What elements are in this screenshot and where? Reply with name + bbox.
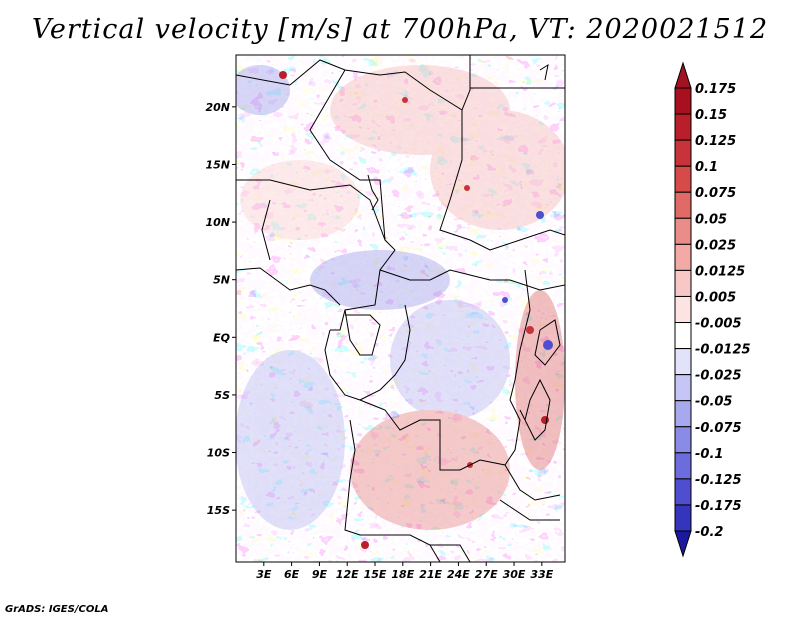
colorbar-upper-extension — [674, 61, 692, 89]
lat-tick-label: 15N — [205, 158, 230, 171]
colorbar-swatch — [674, 478, 692, 506]
lat-tick-label: EQ — [213, 331, 230, 344]
colorbar-lower-extension — [674, 530, 692, 558]
colorbar-label: -0.1 — [695, 447, 723, 462]
colorbar-swatch — [674, 452, 692, 480]
colorbar-label: -0.05 — [695, 395, 732, 410]
lon-tick-label: 3E — [256, 568, 272, 581]
longitude-axis: 3E 6E 9E 12E 15E 18E 21E 24E 27E 30E 33E — [256, 562, 554, 581]
colorbar-swatch — [674, 217, 692, 245]
lon-tick-label: 27E — [475, 568, 498, 581]
colorbar-swatch — [674, 426, 692, 454]
colorbar-swatch — [674, 87, 692, 115]
colorbar-label: 0.075 — [695, 186, 736, 201]
colorbar-label: -0.075 — [695, 421, 742, 436]
lon-tick-label: 9E — [312, 568, 328, 581]
colorbar-swatch — [674, 165, 692, 193]
colorbar-label: -0.025 — [695, 369, 742, 384]
colorbar-swatch — [674, 504, 692, 532]
lon-tick-label: 12E — [336, 568, 359, 581]
grads-credit: GrADS: IGES/COLA — [5, 604, 109, 615]
lat-tick-label: 10S — [207, 447, 230, 460]
colorbar-label: 0.0125 — [695, 264, 745, 279]
lon-tick-label: 24E — [447, 568, 470, 581]
lat-tick-label: 15S — [207, 504, 230, 517]
colorbar-swatch — [674, 348, 692, 376]
vertical-velocity-field — [236, 55, 565, 562]
lon-tick-label: 6E — [284, 568, 300, 581]
colorbar: 0.175 0.15 0.125 0.1 0.075 0.05 0.025 0.0125 0.0… — [674, 61, 751, 558]
lon-tick-label: 30E — [503, 568, 526, 581]
colorbar-label: 0.005 — [695, 290, 736, 305]
colorbar-label: 0.175 — [695, 82, 736, 97]
colorbar-swatch — [674, 295, 692, 324]
latitude-axis: 20N 15N 10N 5N EQ 5S 10S 15S — [205, 101, 236, 517]
colorbar-swatch — [674, 139, 692, 167]
map-title: Vertical velocity [m/s] at 700hPa, VT: 2… — [31, 14, 769, 45]
lon-tick-label: 18E — [391, 568, 414, 581]
country-boundaries — [236, 55, 565, 562]
colorbar-label: 0.1 — [695, 160, 718, 175]
colorbar-label: -0.005 — [695, 317, 742, 332]
colorbar-swatch — [674, 269, 692, 297]
colorbar-label: -0.0125 — [695, 343, 751, 358]
colorbar-swatch — [674, 113, 692, 141]
colorbar-label: 0.05 — [695, 212, 727, 227]
lat-tick-label: 5S — [214, 389, 230, 402]
lat-tick-label: 20N — [205, 101, 230, 114]
lon-tick-label: 33E — [530, 568, 553, 581]
lat-tick-label: 10N — [205, 216, 230, 229]
lon-tick-label: 21E — [419, 568, 442, 581]
colorbar-label: 0.025 — [695, 238, 736, 253]
colorbar-label: -0.175 — [695, 499, 742, 514]
colorbar-swatch — [674, 243, 692, 271]
colorbar-label: 0.15 — [695, 108, 727, 123]
lon-tick-label: 15E — [364, 568, 387, 581]
colorbar-swatch — [674, 191, 692, 219]
colorbar-swatch — [674, 322, 692, 350]
map-frame — [235, 54, 566, 563]
colorbar-swatch — [674, 374, 692, 402]
colorbar-label: 0.125 — [695, 134, 736, 149]
colorbar-swatch — [674, 400, 692, 428]
colorbar-label: -0.125 — [695, 473, 742, 488]
lat-tick-label: 5N — [213, 274, 230, 287]
colorbar-label: -0.2 — [695, 525, 723, 540]
